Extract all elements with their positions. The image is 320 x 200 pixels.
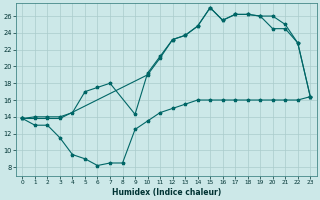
X-axis label: Humidex (Indice chaleur): Humidex (Indice chaleur): [112, 188, 221, 197]
